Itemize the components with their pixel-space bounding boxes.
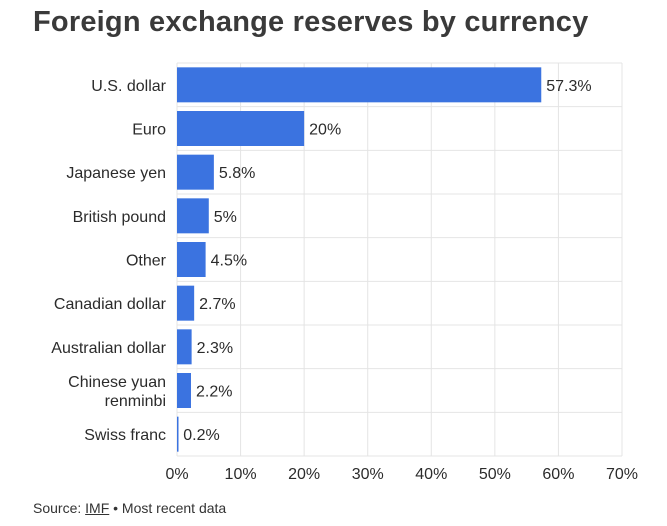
category-label: Australian dollar — [51, 340, 166, 357]
source-note: Source: IMF • Most recent data — [33, 500, 226, 516]
category-label: U.S. dollar — [91, 78, 166, 95]
value-label: 2.7% — [199, 296, 235, 313]
category-label-line: Australian dollar — [51, 340, 166, 357]
source-suffix: • Most recent data — [113, 500, 227, 516]
category-label: Euro — [132, 122, 166, 139]
x-tick-label: 10% — [225, 466, 257, 483]
value-label: 2.2% — [196, 384, 232, 401]
category-label: British pound — [73, 209, 166, 226]
bar — [177, 67, 542, 103]
category-label: Other — [126, 253, 167, 270]
bar — [177, 373, 191, 408]
category-label-line: Canadian dollar — [54, 296, 167, 313]
value-label: 2.3% — [197, 340, 233, 357]
category-label: Canadian dollar — [54, 296, 167, 313]
bar — [177, 242, 206, 277]
bar — [177, 329, 192, 365]
x-tick-label: 20% — [288, 466, 320, 483]
bar — [177, 111, 305, 146]
x-tick-label: 50% — [479, 466, 511, 483]
x-tick-label: 60% — [542, 466, 574, 483]
x-tick-label: 40% — [415, 466, 447, 483]
chart-title: Foreign exchange reserves by currency — [33, 6, 589, 38]
value-label: 57.3% — [546, 78, 591, 95]
category-label: Chinese yuan renminbi — [68, 374, 166, 410]
category-label-line: Euro — [132, 122, 166, 139]
category-label-line: renminbi — [105, 393, 166, 410]
category-label: Japanese yen — [66, 165, 166, 182]
value-label: 4.5% — [211, 253, 247, 270]
category-label: Swiss franc — [84, 427, 166, 444]
category-label-line: British pound — [73, 209, 166, 226]
source-link[interactable]: IMF — [85, 500, 110, 516]
x-tick-label: 30% — [352, 466, 384, 483]
category-label-line: Japanese yen — [66, 165, 166, 182]
value-label: 5% — [214, 209, 237, 226]
bar — [177, 285, 195, 321]
category-label-line: U.S. dollar — [91, 78, 166, 95]
value-label: 5.8% — [219, 165, 255, 182]
category-label-line: Swiss franc — [84, 427, 166, 444]
x-tick-label: 70% — [606, 466, 638, 483]
x-tick-label: 0% — [165, 466, 188, 483]
value-label: 0.2% — [183, 427, 219, 444]
value-label: 20% — [309, 122, 341, 139]
category-label-line: Other — [126, 253, 167, 270]
source-prefix: Source: — [33, 500, 82, 516]
bar — [177, 154, 214, 190]
bar — [177, 416, 179, 452]
bar — [177, 198, 209, 234]
category-label-line: Chinese yuan — [68, 374, 166, 391]
